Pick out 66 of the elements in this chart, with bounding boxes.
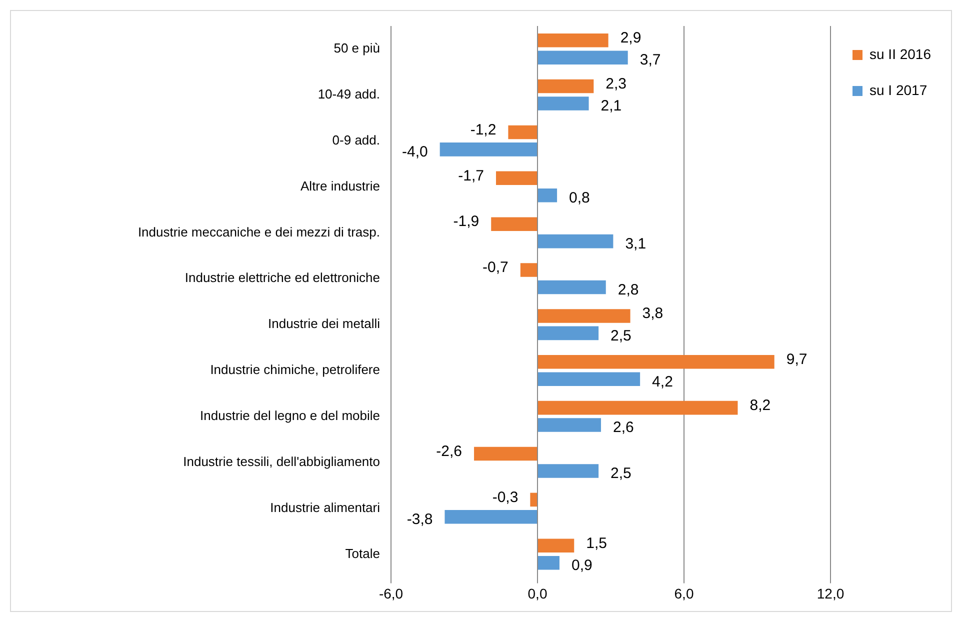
data-label: 2,5 [610,327,632,344]
data-label: 3,8 [642,305,664,322]
data-label: 2,6 [612,419,634,436]
y-tick-label: Industrie del legno e del mobile [200,408,380,424]
bar [538,309,630,323]
bar [530,492,538,507]
y-tick-label: Industrie tessili, dell'abbigliamento [183,454,380,469]
y-tick-label: Industrie dei metalli [268,316,380,332]
y-tick-label: 10-49 add. [318,86,380,102]
data-label: 3,1 [625,235,646,252]
bar [538,79,594,94]
bar [444,510,538,524]
bar [538,355,774,369]
bar [491,217,538,231]
y-tick-label: Industrie alimentari [270,500,380,515]
data-label: 3,7 [640,52,661,69]
data-label: 0,9 [571,556,592,574]
x-tick-label: -6,0 [378,585,404,602]
data-label: -1,2 [470,121,496,138]
bar [520,263,538,277]
legend-label: su I 2017 [870,82,928,98]
x-tick-label: 6,0 [674,585,694,602]
y-tick-label: Altre industrie [300,178,380,194]
data-label: 2,8 [618,281,639,298]
legend-label: su II 2016 [870,46,932,62]
data-label: -0,7 [482,259,508,276]
bar [538,464,599,478]
data-label: 0,8 [569,190,590,207]
data-label: 2,9 [620,29,642,46]
data-label: 2,5 [610,465,632,482]
bar [538,556,560,570]
x-tick-label: 0,0 [528,585,548,602]
data-label: -4,0 [402,144,428,161]
bar [538,50,628,64]
y-tick-label: 0-9 add. [332,132,380,148]
bar [538,280,606,294]
bar [474,446,538,461]
data-label: -2,6 [436,442,462,460]
bar [538,400,738,415]
y-tick-label: 50 e più [334,40,380,56]
data-label: -1,9 [453,213,480,230]
bar [440,142,538,156]
bar [538,372,640,386]
x-tick-label: 12,0 [816,585,844,602]
bar [508,125,538,140]
data-label: 2,1 [600,98,622,115]
bar [538,326,599,340]
y-tick-label: Industrie chimiche, petrolifere [210,362,380,378]
data-label: -3,8 [406,511,433,528]
y-tick-label: Totale [345,546,380,561]
data-label: 9,7 [786,351,808,368]
bar [538,418,601,432]
bar [496,171,538,186]
bar [538,188,558,202]
y-tick-label: Industrie elettriche ed elettroniche [184,270,380,286]
data-label: 2,3 [606,75,627,92]
data-label: 4,2 [652,373,673,390]
bar [538,234,614,248]
y-tick-label: Industrie meccaniche e dei mezzi di trasp. [138,224,380,240]
data-label: -1,7 [458,167,484,184]
data-label: -0,3 [492,488,518,506]
bar [538,33,608,48]
data-label: 8,2 [750,396,771,414]
data-label: 1,5 [586,534,607,552]
bar [538,538,574,553]
bar [538,96,589,110]
